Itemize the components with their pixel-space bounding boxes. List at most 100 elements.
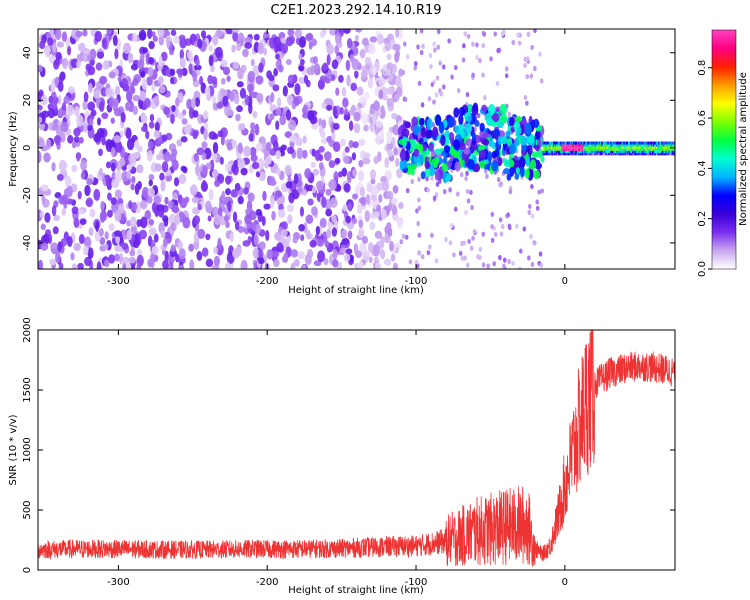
heatmap-cell xyxy=(589,152,592,156)
heatmap-cell xyxy=(666,147,669,151)
heatmap-cell xyxy=(624,141,627,145)
heatmap-cell xyxy=(200,30,207,39)
heatmap-cell xyxy=(343,29,351,34)
heatmap-cell xyxy=(621,141,624,145)
heatmap-cell xyxy=(134,232,139,245)
heatmap-cell xyxy=(533,118,540,128)
heatmap-cell xyxy=(662,152,665,156)
heatmap-cell xyxy=(527,209,532,216)
heatmap-cell xyxy=(596,141,599,145)
heatmap-cell xyxy=(545,143,548,147)
heatmap-cell xyxy=(177,240,183,251)
heatmap-cell xyxy=(442,170,447,179)
heatmap-cell xyxy=(634,147,637,151)
heatmap-cell xyxy=(208,188,214,201)
heatmap-cell xyxy=(83,236,92,249)
heatmap-cell xyxy=(281,255,289,263)
heatmap-cell xyxy=(481,104,487,112)
heatmap-cell xyxy=(634,152,637,156)
snr-x-axis-label: Height of straight line (km) xyxy=(288,585,424,596)
heatmap-cell xyxy=(204,85,211,98)
heatmap-cell xyxy=(301,149,308,159)
heatmap-cell xyxy=(559,143,562,147)
heatmap-cell xyxy=(546,150,549,154)
heatmap-cell xyxy=(353,111,361,122)
heatmap-cell xyxy=(607,150,609,154)
heatmap-cell xyxy=(633,141,635,145)
heatmap-cell xyxy=(579,143,581,147)
heatmap-cell xyxy=(564,150,567,154)
heatmap-cell xyxy=(248,85,253,97)
heatmap-cell xyxy=(650,150,653,154)
heatmap-cell xyxy=(189,184,198,196)
heatmap-cell xyxy=(96,261,102,269)
heatmap-cell xyxy=(280,43,289,54)
heatmap-cell xyxy=(244,94,250,106)
heatmap-cell xyxy=(368,43,376,55)
heatmap-cell xyxy=(338,74,344,83)
heatmap-cell xyxy=(520,166,525,178)
heatmap-cell xyxy=(429,169,435,177)
colorbar-ticks: 0.00.20.40.60.8 xyxy=(697,60,712,277)
heatmap-cell xyxy=(649,141,652,145)
heatmap-cell xyxy=(376,33,384,45)
heatmap-cell xyxy=(226,141,233,151)
heatmap-cell xyxy=(471,235,475,241)
heatmap-cell xyxy=(403,96,408,102)
heatmap-cell xyxy=(310,64,315,76)
heatmap-cell xyxy=(573,152,576,156)
heatmap-cell xyxy=(413,148,420,158)
heatmap-cell xyxy=(658,147,660,151)
heatmap-cell xyxy=(127,163,133,171)
heatmap-cell xyxy=(108,71,116,79)
heatmap-cell xyxy=(88,227,94,237)
heatmap-cell xyxy=(420,102,425,108)
heatmap-cell xyxy=(656,141,658,145)
heatmap-cell xyxy=(401,233,406,239)
heatmap-cell xyxy=(464,209,468,216)
heatmap-cell xyxy=(602,152,605,156)
heatmap-cell xyxy=(354,70,359,79)
heatmap-cell xyxy=(373,211,380,219)
heatmap-cell xyxy=(565,152,568,156)
heatmap-cell xyxy=(372,244,381,257)
heatmap-cell xyxy=(368,256,373,263)
heatmap-cell xyxy=(66,104,75,116)
heatmap-cell xyxy=(147,187,155,198)
spectrogram-x-tick-label: -100 xyxy=(405,276,428,287)
heatmap-cell xyxy=(535,199,539,205)
heatmap-cell xyxy=(335,34,340,46)
heatmap-cell xyxy=(307,198,314,206)
heatmap-cell xyxy=(154,163,162,172)
heatmap-cell xyxy=(481,72,485,78)
heatmap-cell xyxy=(642,145,645,149)
heatmap-cell xyxy=(648,143,651,147)
heatmap-cell xyxy=(248,133,254,142)
heatmap-cell xyxy=(553,141,556,145)
heatmap-cell xyxy=(255,143,264,152)
heatmap-cell xyxy=(119,157,125,167)
heatmap-cell xyxy=(586,147,589,151)
heatmap-cell xyxy=(231,44,236,53)
heatmap-cell xyxy=(543,141,546,145)
heatmap-cell xyxy=(569,152,572,156)
heatmap-cell xyxy=(304,254,312,266)
heatmap-cell xyxy=(316,180,324,191)
heatmap-cell xyxy=(93,133,102,143)
heatmap-cell xyxy=(87,247,94,260)
heatmap-cell xyxy=(463,31,467,37)
heatmap-cell xyxy=(588,141,591,145)
heatmap-cell xyxy=(576,141,579,145)
heatmap-cell xyxy=(503,167,511,175)
heatmap-cell xyxy=(229,92,235,103)
heatmap-cell xyxy=(212,141,219,154)
heatmap-cell xyxy=(636,141,639,145)
heatmap-cell xyxy=(77,262,84,269)
heatmap-cell xyxy=(424,130,433,139)
heatmap-cell xyxy=(354,34,359,42)
heatmap-cell xyxy=(467,105,473,112)
heatmap-cell xyxy=(669,147,672,151)
heatmap-cell xyxy=(614,141,617,145)
heatmap-cell xyxy=(623,143,626,147)
heatmap-cell xyxy=(558,147,560,151)
